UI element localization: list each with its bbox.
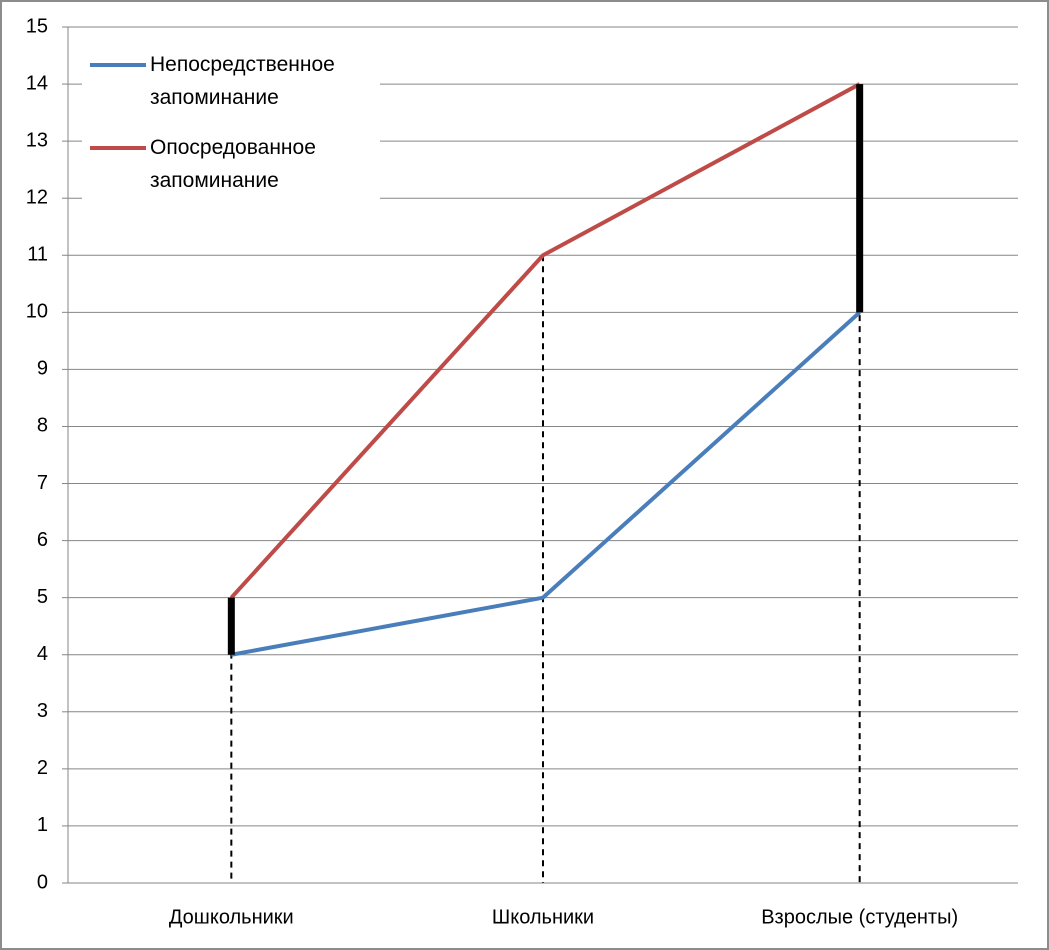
series-line (229, 82, 861, 600)
legend-label: Опосредованное запоминание (150, 136, 316, 192)
y-tick-label: 7 (37, 472, 48, 494)
y-tick-label: 2 (37, 757, 48, 779)
y-tick-label: 4 (37, 643, 48, 665)
y-tick-label: 0 (37, 871, 48, 893)
y-tick-label: 5 (37, 586, 48, 608)
y-tick-label: 15 (26, 15, 48, 37)
y-tick-label: 10 (26, 301, 48, 323)
y-tick-label: 13 (26, 129, 48, 151)
series-line (230, 310, 862, 657)
y-tick-label: 8 (37, 415, 48, 437)
y-tick-label: 6 (37, 529, 48, 551)
x-tick-label: Дошкольники (169, 906, 294, 928)
legend-label: Непосредственное запоминание (150, 53, 335, 109)
y-tick-label: 14 (26, 72, 48, 94)
y-tick-label: 3 (37, 700, 48, 722)
y-tick-label: 9 (37, 358, 48, 380)
y-tick-label: 12 (26, 186, 48, 208)
y-tick-label: 11 (27, 244, 48, 266)
x-tick-label: Взрослые (студенты) (761, 906, 958, 928)
legend-swatch (90, 146, 146, 150)
x-tick-label: Школьники (492, 906, 594, 928)
legend: Непосредственное запоминание Опосредованн… (82, 44, 380, 202)
y-tick-label: 1 (37, 814, 48, 836)
legend-swatch (90, 63, 146, 67)
